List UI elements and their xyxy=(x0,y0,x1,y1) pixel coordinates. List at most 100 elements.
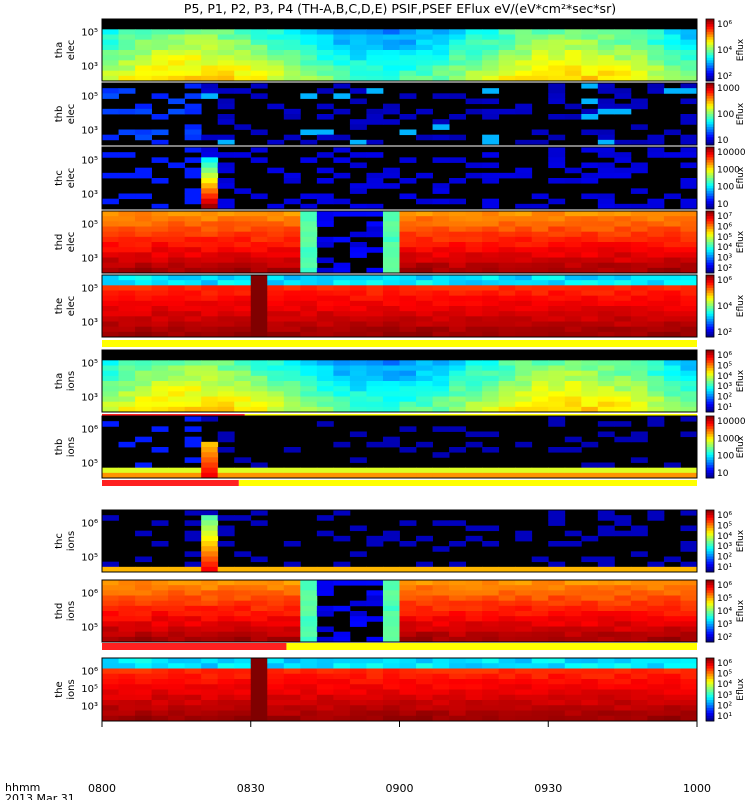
heatmap-cell xyxy=(498,316,516,322)
heatmap-cell xyxy=(564,326,582,333)
heatmap-cell xyxy=(630,280,648,286)
heatmap-cell xyxy=(531,566,549,573)
heatmap-cell xyxy=(680,658,698,664)
heatmap-cell xyxy=(250,267,268,274)
heatmap-cell xyxy=(416,467,433,474)
heatmap-cell xyxy=(416,668,433,675)
heatmap-cell xyxy=(267,275,285,281)
heatmap-cell xyxy=(548,715,566,722)
heatmap-cell xyxy=(283,360,301,366)
heatmap-cell xyxy=(316,673,334,680)
x-tick-label: 0800 xyxy=(88,782,116,795)
heatmap-cell xyxy=(515,29,533,35)
colorbar-segment xyxy=(706,75,714,79)
heatmap-cell xyxy=(680,561,698,568)
heatmap-cell xyxy=(432,673,450,680)
heatmap-cell xyxy=(267,600,285,607)
heatmap-cell xyxy=(515,679,533,685)
heatmap-cell xyxy=(515,360,533,366)
heatmap-cell xyxy=(151,247,169,253)
heatmap-cell xyxy=(118,295,136,302)
heatmap-cell xyxy=(184,457,202,463)
heatmap-cell xyxy=(349,70,367,77)
heatmap-cell xyxy=(151,203,169,210)
heatmap-cell xyxy=(201,705,219,711)
heatmap-cell xyxy=(118,275,136,281)
heatmap-cell xyxy=(250,129,268,136)
colorbar-segment xyxy=(706,431,714,435)
heatmap-cell xyxy=(531,375,549,382)
heatmap-cell xyxy=(614,300,632,307)
heatmap-cell xyxy=(515,221,533,227)
colorbar-segment xyxy=(706,600,714,604)
heatmap-cell xyxy=(482,689,500,696)
heatmap-cell xyxy=(184,679,202,685)
heatmap-cell xyxy=(168,705,186,711)
heatmap-cell xyxy=(416,290,433,297)
heatmap-cell xyxy=(597,525,615,532)
heatmap-cell xyxy=(234,300,252,307)
heatmap-cell xyxy=(168,673,186,680)
heatmap-cell xyxy=(548,694,566,701)
heatmap-cell xyxy=(432,236,450,243)
heatmap-cell xyxy=(168,285,186,291)
heatmap-cell xyxy=(135,236,152,243)
heatmap-cell xyxy=(614,221,632,227)
heatmap-cell xyxy=(333,441,351,448)
heatmap-cell xyxy=(465,715,483,722)
heatmap-cell xyxy=(680,147,698,153)
heatmap-cell xyxy=(597,285,615,291)
heatmap-cell xyxy=(647,595,665,602)
heatmap-cell xyxy=(581,267,599,274)
date-label: 2013 Mar 31 xyxy=(5,792,75,800)
heatmap-cell xyxy=(168,600,186,607)
heatmap-cell xyxy=(465,280,483,286)
colorbar-segment xyxy=(706,671,714,675)
heatmap-cell xyxy=(630,300,648,307)
heatmap-cell xyxy=(118,152,136,158)
heatmap-cell xyxy=(217,114,235,120)
heatmap-cell xyxy=(498,44,516,51)
heatmap-cell xyxy=(548,626,566,633)
heatmap-cell xyxy=(184,710,202,717)
heatmap-cell xyxy=(168,39,186,46)
heatmap-cell xyxy=(135,621,152,627)
heatmap-cell xyxy=(432,679,450,685)
heatmap-cell xyxy=(465,689,483,696)
heatmap-cell xyxy=(548,236,566,243)
heatmap-cell xyxy=(548,290,566,297)
heatmap-cell xyxy=(449,236,467,243)
heatmap-cell xyxy=(151,370,169,377)
heatmap-cell xyxy=(316,34,334,41)
heatmap-cell xyxy=(234,590,252,596)
heatmap-cell xyxy=(217,631,235,638)
heatmap-cell xyxy=(118,705,136,711)
heatmap-cell xyxy=(333,705,351,711)
species-label: elec xyxy=(66,104,77,125)
heatmap-cell xyxy=(680,668,698,675)
heatmap-cell xyxy=(283,679,301,685)
heatmap-cell xyxy=(564,252,582,258)
heatmap-cell xyxy=(382,44,400,51)
heatmap-cell xyxy=(581,535,599,542)
heatmap-cell xyxy=(283,172,301,179)
heatmap-cell xyxy=(267,370,285,377)
heatmap-cell xyxy=(366,590,384,596)
heatmap-cell xyxy=(680,631,698,638)
heatmap-cell xyxy=(333,34,351,41)
heatmap-cell xyxy=(564,257,582,264)
heatmap-cell xyxy=(300,60,318,66)
heatmap-cell xyxy=(564,631,582,638)
heatmap-cell xyxy=(118,396,136,403)
colorbar-segment xyxy=(706,285,714,289)
heatmap-cell xyxy=(102,360,119,366)
colorbar-segment xyxy=(706,19,714,22)
colorbar-segment xyxy=(706,270,714,274)
heatmap-cell xyxy=(449,290,467,297)
heatmap-cell xyxy=(217,257,235,264)
colorbar-segment xyxy=(706,459,714,463)
heatmap-cell xyxy=(217,694,235,701)
heatmap-cell xyxy=(465,406,483,413)
heatmap-cell xyxy=(267,605,285,612)
colorbar-segment xyxy=(706,580,714,583)
